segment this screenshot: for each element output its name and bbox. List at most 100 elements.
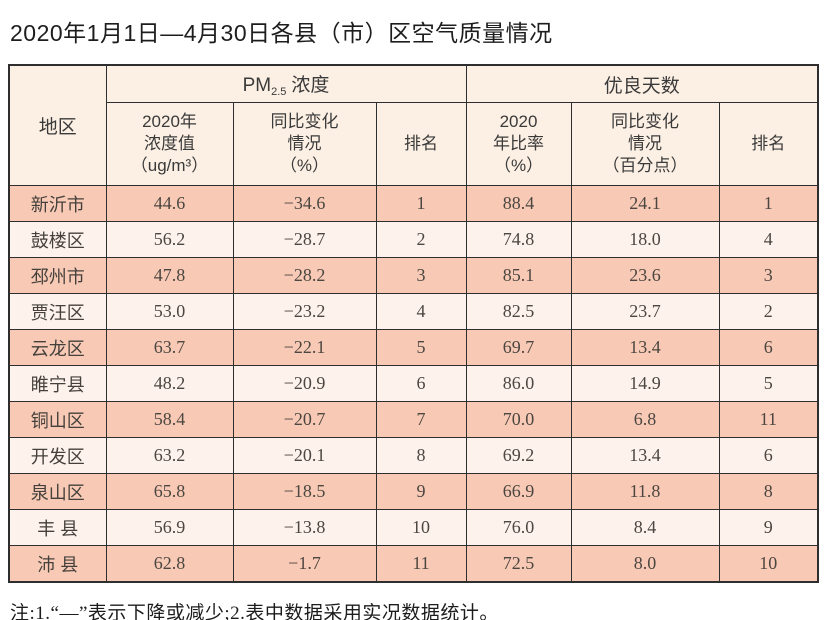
pm25-rank-cell: 7	[375, 401, 467, 438]
pm25-change-cell: −13.8	[232, 509, 377, 546]
region-cell: 邳州市	[8, 257, 107, 294]
pm25-value-cell: 63.7	[105, 329, 234, 366]
ratio-rank-cell: 1	[718, 185, 819, 222]
air-quality-table: 地区 PM2.5 浓度 优良天数 2020年 浓度值 （ug/m³） 同比变化 情…	[8, 64, 820, 583]
ratio-change-cell: 8.4	[570, 509, 720, 546]
ratio-change-cell: 11.8	[570, 473, 720, 510]
ratio-rank-cell: 8	[718, 473, 819, 510]
ratio-cell: 86.0	[465, 365, 572, 402]
ratio-rank-cell: 2	[718, 293, 819, 330]
ratio-change-cell: 24.1	[570, 185, 720, 222]
pm25-rank-cell: 3	[375, 257, 467, 294]
pm25-value-cell: 56.9	[105, 509, 234, 546]
region-cell: 开发区	[8, 437, 107, 474]
ratio-cell: 76.0	[465, 509, 572, 546]
pm25-change-cell: −1.7	[232, 545, 377, 583]
pm25-change-cell: −23.2	[232, 293, 377, 330]
ratio-rank-cell: 5	[718, 365, 819, 402]
pm25-value-cell: 47.8	[105, 257, 234, 294]
pm25-value-cell: 65.8	[105, 473, 234, 510]
region-cell: 沛 县	[8, 545, 107, 583]
pm25-value-cell: 48.2	[105, 365, 234, 402]
table-row: 铜山区 58.4 −20.7 7 70.0 6.8 11	[8, 401, 819, 438]
table-row: 贾汪区 53.0 −23.2 4 82.5 23.7 2	[8, 293, 819, 330]
ratio-rank-cell: 6	[718, 329, 819, 366]
ratio-change-cell: 23.7	[570, 293, 720, 330]
pm25-value-cell: 63.2	[105, 437, 234, 474]
ratio-cell: 74.8	[465, 221, 572, 258]
col-header-ratio-rank: 排名	[718, 102, 819, 186]
pm25-change-cell: −18.5	[232, 473, 377, 510]
ratio-rank-cell: 6	[718, 437, 819, 474]
pm25-rank-cell: 9	[375, 473, 467, 510]
pm25-label-prefix: PM	[242, 75, 272, 96]
ratio-change-cell: 14.9	[570, 365, 720, 402]
ratio-change-cell: 8.0	[570, 545, 720, 583]
ratio-change-cell: 23.6	[570, 257, 720, 294]
pm25-change-cell: −28.7	[232, 221, 377, 258]
pm25-label-suffix: 浓度	[291, 75, 330, 96]
table-row: 沛 县 62.8 −1.7 11 72.5 8.0 10	[8, 545, 819, 583]
ratio-cell: 66.9	[465, 473, 572, 510]
region-cell: 睢宁县	[8, 365, 107, 402]
col-header-pm25-rank: 排名	[375, 102, 467, 186]
pm25-change-cell: −22.1	[232, 329, 377, 366]
col-header-pm25-change: 同比变化 情况 （%）	[232, 102, 377, 186]
ratio-change-cell: 6.8	[570, 401, 720, 438]
region-cell: 泉山区	[8, 473, 107, 510]
pm25-value-cell: 44.6	[105, 185, 234, 222]
pm25-value-cell: 56.2	[105, 221, 234, 258]
pm25-label-subscript: 2.5	[271, 86, 287, 98]
ratio-cell: 82.5	[465, 293, 572, 330]
ratio-cell: 88.4	[465, 185, 572, 222]
table-row: 新沂市 44.6 −34.6 1 88.4 24.1 1	[8, 185, 819, 222]
region-cell: 丰 县	[8, 509, 107, 546]
pm25-value-cell: 58.4	[105, 401, 234, 438]
pm25-rank-cell: 1	[375, 185, 467, 222]
region-cell: 云龙区	[8, 329, 107, 366]
pm25-change-cell: −20.7	[232, 401, 377, 438]
pm25-rank-cell: 2	[375, 221, 467, 258]
footnote: 注:1.“—”表示下降或减少;2.表中数据采用实况数据统计。	[10, 603, 499, 620]
col-group-pm25: PM2.5 浓度	[105, 64, 467, 103]
region-cell: 铜山区	[8, 401, 107, 438]
pm25-value-cell: 62.8	[105, 545, 234, 583]
col-header-pm25-value: 2020年 浓度值 （ug/m³）	[105, 102, 234, 186]
ratio-rank-cell: 3	[718, 257, 819, 294]
table-row: 邳州市 47.8 −28.2 3 85.1 23.6 3	[8, 257, 819, 294]
ratio-cell: 69.2	[465, 437, 572, 474]
ratio-rank-cell: 9	[718, 509, 819, 546]
table-row: 鼓楼区 56.2 −28.7 2 74.8 18.0 4	[8, 221, 819, 258]
table-row: 丰 县 56.9 −13.8 10 76.0 8.4 9	[8, 509, 819, 546]
header-sub-row: 2020年 浓度值 （ug/m³） 同比变化 情况 （%） 排名 2020 年比…	[9, 102, 819, 186]
col-header-ratio-change: 同比变化 情况 （百分点）	[570, 102, 720, 186]
table-row: 睢宁县 48.2 −20.9 6 86.0 14.9 5	[8, 365, 819, 402]
ratio-rank-cell: 4	[718, 221, 819, 258]
pm25-rank-cell: 6	[375, 365, 467, 402]
ratio-change-cell: 18.0	[570, 221, 720, 258]
header-group-row: 地区 PM2.5 浓度 优良天数	[8, 64, 819, 186]
ratio-rank-cell: 10	[718, 545, 819, 583]
pm25-rank-cell: 11	[375, 545, 467, 583]
pm25-change-cell: −20.9	[232, 365, 377, 402]
pm25-change-cell: −34.6	[232, 185, 377, 222]
pm25-rank-cell: 4	[375, 293, 467, 330]
ratio-cell: 85.1	[465, 257, 572, 294]
pm25-change-cell: −28.2	[232, 257, 377, 294]
pm25-value-cell: 53.0	[105, 293, 234, 330]
ratio-cell: 72.5	[465, 545, 572, 583]
ratio-cell: 69.7	[465, 329, 572, 366]
pm25-change-cell: −20.1	[232, 437, 377, 474]
table-row: 泉山区 65.8 −18.5 9 66.9 11.8 8	[8, 473, 819, 510]
pm25-rank-cell: 8	[375, 437, 467, 474]
ratio-cell: 70.0	[465, 401, 572, 438]
pm25-rank-cell: 10	[375, 509, 467, 546]
ratio-change-cell: 13.4	[570, 437, 720, 474]
ratio-rank-cell: 11	[718, 401, 819, 438]
table-row: 云龙区 63.7 −22.1 5 69.7 13.4 6	[8, 329, 819, 366]
region-cell: 新沂市	[8, 185, 107, 222]
table-row: 开发区 63.2 −20.1 8 69.2 13.4 6	[8, 437, 819, 474]
ratio-change-cell: 13.4	[570, 329, 720, 366]
col-header-region: 地区	[8, 64, 107, 186]
